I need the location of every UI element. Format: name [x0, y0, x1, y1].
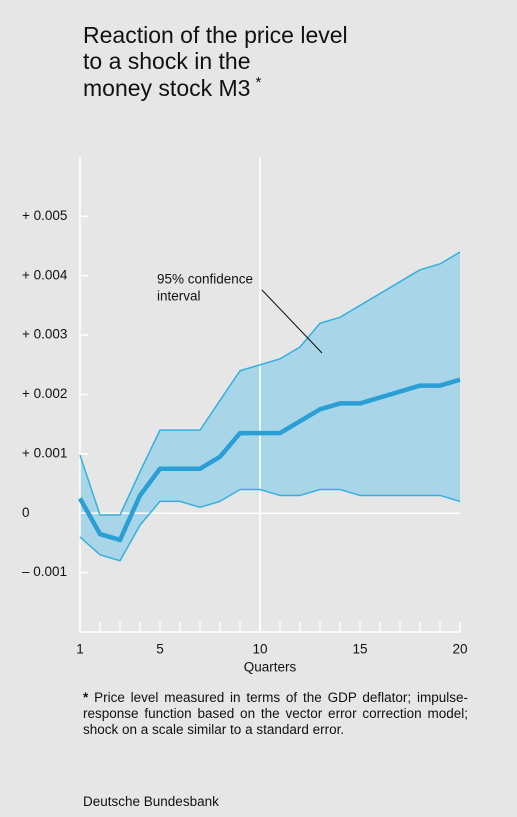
- title-text: money stock M3: [83, 75, 250, 101]
- x-tick-label: 5: [156, 642, 164, 657]
- y-tick-label: 0: [22, 505, 30, 520]
- confidence-band: [80, 252, 460, 561]
- x-tick-label: 10: [252, 642, 267, 657]
- lower-bound: [79, 488, 461, 562]
- annotation-leader: [261, 289, 323, 354]
- y-tick-label: + 0.002: [22, 386, 67, 401]
- chart-title: to a shock in the: [83, 48, 251, 74]
- x-tick-label: 1: [76, 642, 84, 657]
- footnote: * Price level measured in terms of the G…: [83, 690, 468, 738]
- title-marker: *: [255, 74, 261, 91]
- footnote-marker: *: [83, 690, 89, 705]
- estimate-line: [78, 377, 461, 543]
- upper-bound: [79, 251, 461, 516]
- source: Deutsche Bundesbank: [83, 794, 219, 809]
- annotation: 95% confidence: [157, 272, 253, 287]
- y-tick-label: + 0.004: [22, 267, 68, 282]
- y-tick-label: + 0.003: [22, 327, 67, 342]
- annotation: interval: [157, 289, 201, 304]
- x-tick-label: 20: [452, 642, 467, 657]
- chart: Reaction of the price level to a shock i…: [22, 22, 468, 675]
- x-tick-label: 15: [352, 642, 367, 657]
- chart-title: Reaction of the price level: [83, 22, 348, 48]
- y-tick-label: + 0.001: [22, 445, 67, 460]
- chart-title: money stock M3 *: [83, 74, 261, 101]
- y-tick-label: + 0.005: [22, 208, 67, 223]
- footnote-text: Price level measured in terms of the GDP…: [83, 690, 468, 737]
- y-tick-label: – 0.001: [22, 564, 67, 579]
- x-axis-label: Quarters: [244, 660, 297, 675]
